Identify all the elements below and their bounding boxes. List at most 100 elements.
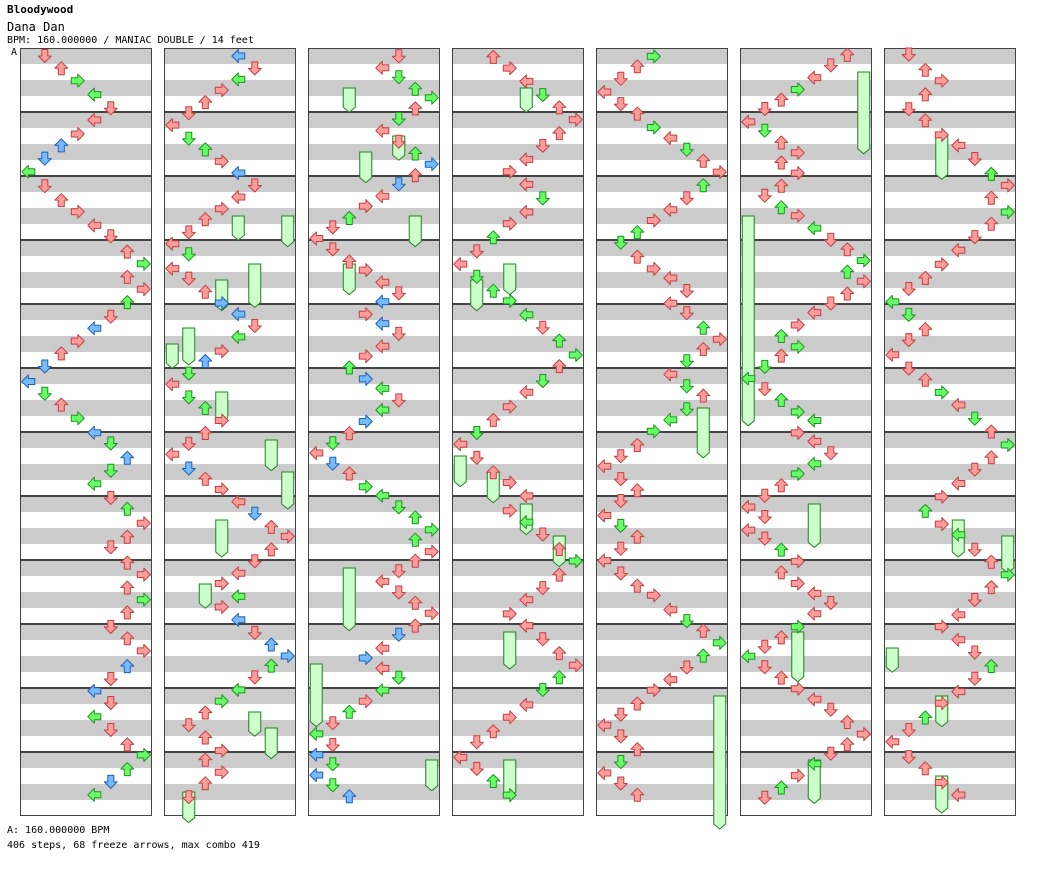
- measure-box: [596, 48, 728, 112]
- step-arrow: [391, 70, 406, 85]
- step-arrow: [696, 648, 711, 663]
- beat-stripe: [884, 416, 1016, 432]
- beat-stripe: [740, 592, 872, 608]
- beat-stripe: [308, 112, 440, 128]
- beat-stripe: [452, 272, 584, 288]
- step-arrow: [552, 100, 567, 115]
- step-arrow: [663, 412, 678, 427]
- beat-stripe: [452, 464, 584, 480]
- step-arrow: [630, 438, 645, 452]
- beat-stripe: [884, 720, 1016, 736]
- step-arrow: [103, 696, 118, 710]
- step-arrow: [918, 270, 933, 285]
- step-arrow: [712, 332, 727, 347]
- beat-stripe: [308, 800, 440, 816]
- beat-stripe: [164, 688, 296, 704]
- beat-stripe: [740, 544, 872, 560]
- step-arrow: [214, 600, 229, 614]
- beat-stripe: [740, 208, 872, 224]
- step-arrow: [103, 540, 118, 555]
- beat-stripe: [884, 576, 1016, 592]
- beat-stripe: [20, 496, 152, 512]
- beat-stripe: [884, 496, 1016, 512]
- freeze-arrow: [857, 71, 871, 155]
- measure-box: [308, 176, 440, 240]
- measure-box: [308, 112, 440, 176]
- beat-stripe: [164, 112, 296, 128]
- step-arrow: [663, 367, 678, 382]
- step-arrow: [165, 377, 180, 392]
- step-arrow: [984, 216, 999, 231]
- step-arrow: [280, 649, 295, 663]
- beat-stripe: [308, 288, 440, 304]
- step-arrow: [597, 459, 612, 474]
- measure-box: [884, 112, 1016, 176]
- beat-stripe: [596, 688, 728, 704]
- step-arrow: [214, 413, 229, 428]
- beat-stripe: [308, 496, 440, 512]
- measure-box: [20, 112, 152, 176]
- beat-stripe: [452, 48, 584, 64]
- step-arrow: [231, 589, 246, 604]
- step-arrow: [21, 374, 36, 389]
- step-arrow: [342, 789, 357, 804]
- beat-stripe: [596, 304, 728, 320]
- beat-stripe: [20, 288, 152, 304]
- beat-stripe: [884, 560, 1016, 576]
- step-arrow: [790, 208, 805, 223]
- step-arrow: [486, 412, 501, 427]
- step-arrow: [741, 114, 756, 129]
- step-arrow: [358, 694, 373, 709]
- freeze-arrow: [713, 695, 727, 830]
- step-arrow: [231, 329, 246, 344]
- beat-stripe: [452, 640, 584, 656]
- beat-stripe: [308, 528, 440, 544]
- step-arrow: [54, 346, 69, 361]
- step-arrow: [358, 349, 373, 364]
- step-arrow: [120, 529, 135, 544]
- beat-stripe: [884, 800, 1016, 816]
- step-arrow: [247, 554, 262, 569]
- step-arrow: [613, 235, 628, 250]
- step-arrow: [87, 425, 102, 440]
- beat-stripe: [20, 736, 152, 752]
- step-arrow: [181, 461, 196, 476]
- measure-box: [20, 560, 152, 624]
- step-arrow: [807, 305, 822, 320]
- step-arrow: [630, 59, 645, 74]
- step-arrow: [103, 101, 118, 116]
- step-arrow: [901, 102, 916, 117]
- step-arrow: [198, 284, 213, 299]
- step-arrow: [502, 399, 517, 414]
- step-arrow: [247, 178, 262, 193]
- beat-stripe: [596, 160, 728, 176]
- beat-stripe: [884, 512, 1016, 528]
- beat-stripe: [884, 208, 1016, 224]
- beat-stripe: [740, 256, 872, 272]
- step-arrow: [181, 247, 196, 262]
- step-arrow: [918, 761, 933, 776]
- measure-box: [164, 752, 296, 816]
- step-arrow: [552, 646, 567, 661]
- step-arrow: [502, 164, 517, 179]
- beat-stripe: [884, 656, 1016, 672]
- beat-stripe: [20, 720, 152, 736]
- freeze-arrow: [935, 135, 949, 181]
- beat-stripe: [740, 528, 872, 544]
- step-arrow: [120, 737, 135, 752]
- beat-stripe: [452, 400, 584, 416]
- beat-stripe: [884, 608, 1016, 624]
- measure-box: [164, 368, 296, 432]
- beat-stripe: [452, 208, 584, 224]
- step-arrow: [280, 529, 295, 544]
- step-arrow: [54, 61, 69, 76]
- step-arrow: [358, 371, 373, 386]
- beat-stripe: [596, 448, 728, 464]
- step-arrow: [231, 49, 246, 63]
- step-arrow: [823, 746, 838, 761]
- step-arrow: [165, 447, 180, 462]
- step-arrow: [774, 670, 789, 685]
- beat-stripe: [740, 288, 872, 304]
- measure-box: [308, 432, 440, 496]
- step-arrow: [613, 541, 628, 556]
